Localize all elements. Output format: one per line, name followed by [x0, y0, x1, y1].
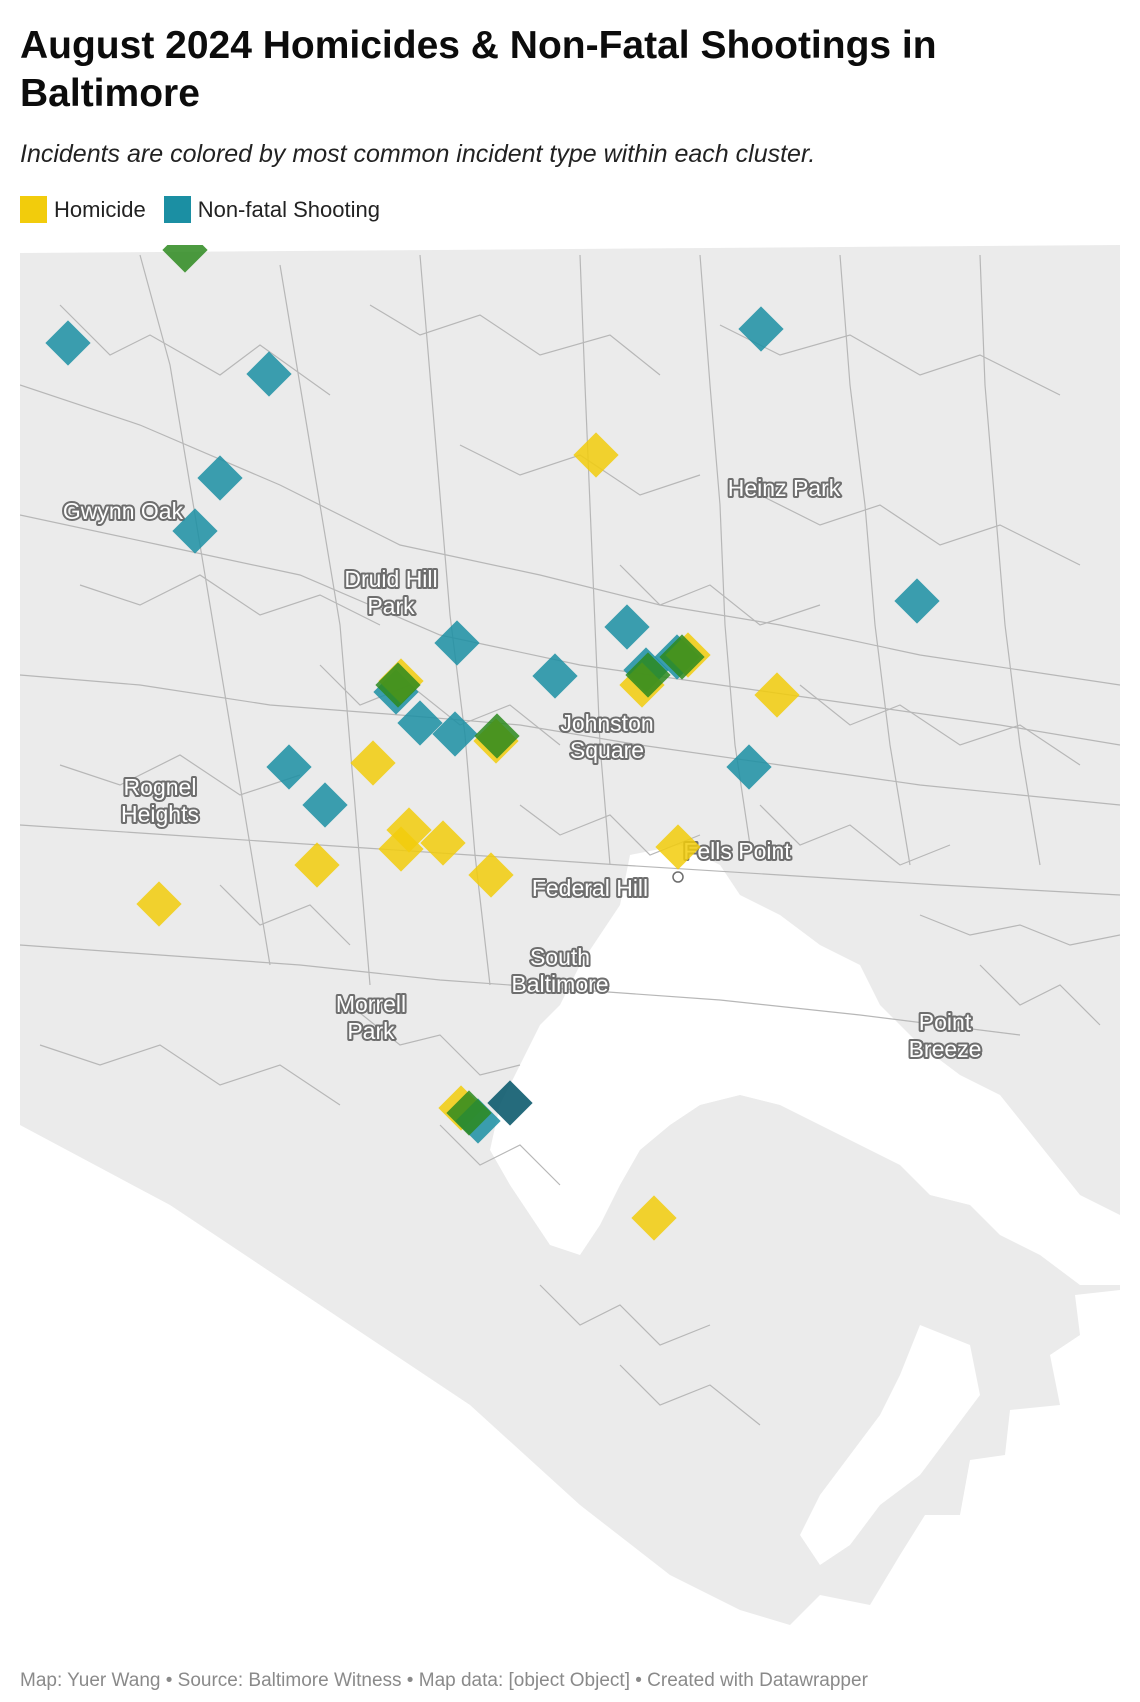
harbor-water [490, 845, 1120, 1285]
footer-text: Map: Yuer Wang • Source: Baltimore Witne… [20, 1670, 868, 1691]
map-title: August 2024 Homicides & Non-Fatal Shooti… [20, 24, 937, 115]
city-land [20, 245, 1120, 1625]
label-johnston-square: Johnston Square [560, 710, 653, 763]
legend: Homicide Non-fatal Shooting [20, 196, 380, 223]
label-heinz-park: Heinz Park [728, 475, 841, 501]
map-footer: Map: Yuer Wang • Source: Baltimore Witne… [20, 1670, 868, 1692]
label-morrell-park: Morrell Park [336, 991, 406, 1044]
legend-item-homicide: Homicide [20, 196, 146, 223]
label-federal-hill: Federal Hill [532, 875, 648, 901]
patapsco-water [800, 1325, 980, 1565]
map-svg[interactable]: Gwynn Oak Heinz Park Druid Hill Park John… [20, 245, 1120, 1665]
legend-item-shooting: Non-fatal Shooting [163, 196, 380, 223]
map[interactable]: Gwynn Oak Heinz Park Druid Hill Park John… [20, 245, 1120, 1665]
map-subtitle: Incidents are colored by most common inc… [20, 140, 816, 168]
label-gwynn-oak: Gwynn Oak [63, 498, 184, 524]
label-druid-hill-park: Druid Hill Park [344, 566, 437, 619]
legend-label-shooting: Non-fatal Shooting [197, 196, 380, 222]
label-fells-point: Fells Point [683, 838, 791, 864]
homicide-swatch [20, 196, 47, 223]
shooting-swatch [163, 196, 191, 223]
legend-label-homicide: Homicide [54, 196, 146, 222]
label-rognel-heights: Rognel Heights [121, 774, 199, 827]
label-south-baltimore: South Baltimore [511, 944, 608, 997]
fells-point-marker [672, 871, 684, 883]
label-point-breeze: Point Breeze [909, 1009, 982, 1062]
place-labels: Gwynn Oak Heinz Park Druid Hill Park John… [61, 473, 984, 1064]
